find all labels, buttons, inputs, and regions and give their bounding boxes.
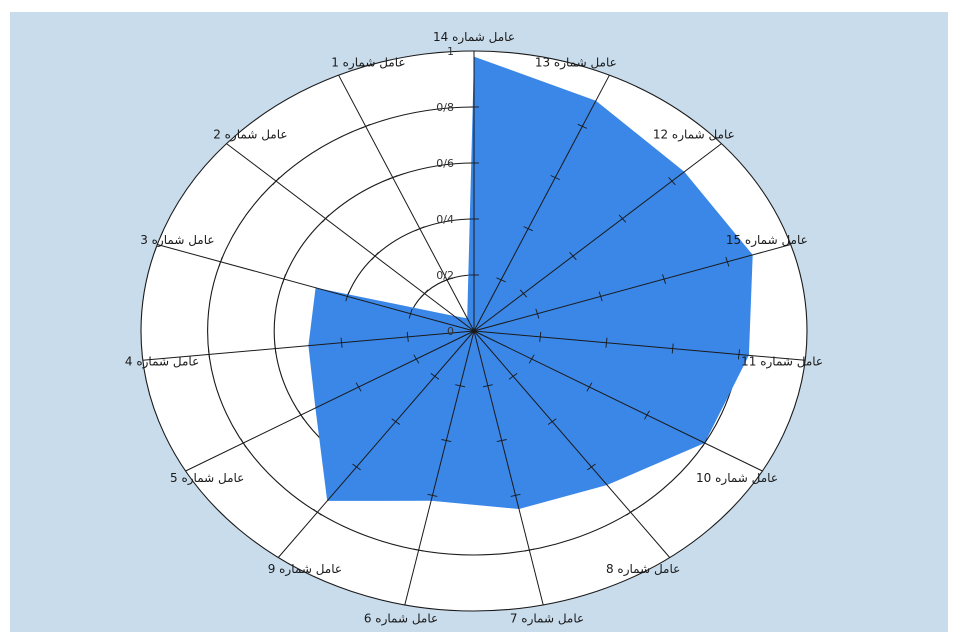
spoke-5 [473,330,806,361]
tick-mark [524,548,535,552]
category-label: عامل شماره 15 [726,233,808,248]
spoke-3 [473,143,722,332]
tick-mark [272,177,280,186]
category-label: عامل شماره 13 [535,55,617,70]
spoke-13 [157,244,475,332]
radial-tick-label: 0/6 [436,157,454,170]
tick-mark [605,337,608,348]
tick-mark [535,308,540,319]
tick-mark [313,508,322,516]
spoke-6 [473,330,763,472]
category-label: عامل شماره 8 [606,562,680,577]
tick-mark [298,410,304,420]
category-label: عامل شماره 4 [125,355,199,370]
tick-mark [701,438,708,448]
category-label: عامل شماره 9 [268,562,342,577]
category-label: عامل شماره 5 [170,471,244,486]
tick-mark [528,354,535,364]
radial-tick-label: 1 [447,45,454,58]
tick-mark [415,226,425,232]
tick-mark [598,291,603,302]
tick-mark [441,439,452,443]
tick-mark [406,331,409,342]
tick-mark [577,123,588,129]
spoke-10 [277,330,475,558]
tick-mark [496,277,506,283]
tick-mark [519,289,528,298]
tick-mark [360,123,371,129]
tick-mark [482,384,493,388]
tick-mark [413,548,424,552]
tick-mark [352,463,361,471]
tick-mark [218,256,223,267]
spoke-8 [473,330,544,606]
tick-mark [442,277,452,283]
spoke-2 [473,74,610,332]
tick-mark [618,214,627,223]
tick-mark [569,252,577,261]
radial-tick-label: 0/2 [436,269,454,282]
tick-mark [671,343,674,354]
tick-mark [430,373,440,380]
tick-mark [388,175,398,181]
category-label: عامل شماره 3 [140,233,214,248]
tick-mark [208,349,211,360]
tick-mark [737,349,740,360]
tick-mark [547,418,557,425]
tick-mark [550,175,560,181]
spoke-9 [404,330,475,606]
spoke-11 [185,330,475,472]
tick-mark [644,410,650,420]
category-label: عامل شماره 2 [213,127,287,142]
category-label: عامل شماره 10 [696,471,778,486]
tick-mark [662,274,667,284]
category-label: عامل شماره 1 [331,55,405,70]
radial-tick-label: 0/4 [436,213,454,226]
category-label: عامل شماره 6 [364,612,438,627]
grid-spokes [142,51,806,606]
category-label: عامل شماره 11 [741,355,823,370]
tick-mark [281,274,286,284]
spoke-12 [142,330,475,361]
tick-mark [427,493,438,497]
category-labels: عامل شماره 14 عامل شماره 13 عامل شماره 12 ع… [125,30,823,627]
tick-mark [510,493,521,497]
tick-mark [391,418,401,425]
series-area [308,56,753,509]
spoke-4 [473,244,791,332]
radial-tick-labels: 0 0/2 0/4 0/6 0/8 1 [436,45,454,338]
tick-mark [371,252,379,261]
tick-mark [523,226,533,232]
tick-mark [455,384,466,388]
tick-mark [321,214,330,223]
tick-mark [496,439,507,443]
tick-mark [274,343,277,354]
radial-tick-label: 0/8 [436,101,454,114]
tick-mark [355,382,362,392]
tick-mark [539,331,542,342]
radial-tick-label: 0 [447,325,454,338]
tick-mark [345,291,350,302]
tick-mark [626,508,635,516]
spoke-7 [473,330,671,558]
minor-ticks [208,106,740,552]
category-label: عامل شماره 14 [433,30,515,45]
tick-mark [240,438,247,448]
tick-mark [340,337,343,348]
tick-mark [587,463,596,471]
spoke-15 [338,74,475,332]
tick-mark [508,373,518,380]
tick-mark [586,382,593,392]
category-label: عامل شماره 12 [653,127,735,142]
tick-mark [725,256,730,267]
tick-mark [668,177,676,186]
tick-mark [420,289,429,298]
tick-mark [413,354,420,364]
spoke-14 [226,143,475,332]
category-label: عامل شماره 7 [510,612,584,627]
tick-mark [408,308,413,319]
